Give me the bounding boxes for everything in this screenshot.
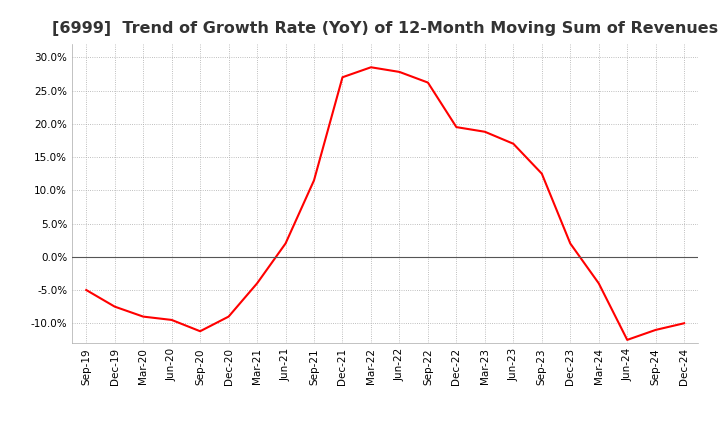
Title: [6999]  Trend of Growth Rate (YoY) of 12-Month Moving Sum of Revenues: [6999] Trend of Growth Rate (YoY) of 12-… <box>52 21 719 36</box>
